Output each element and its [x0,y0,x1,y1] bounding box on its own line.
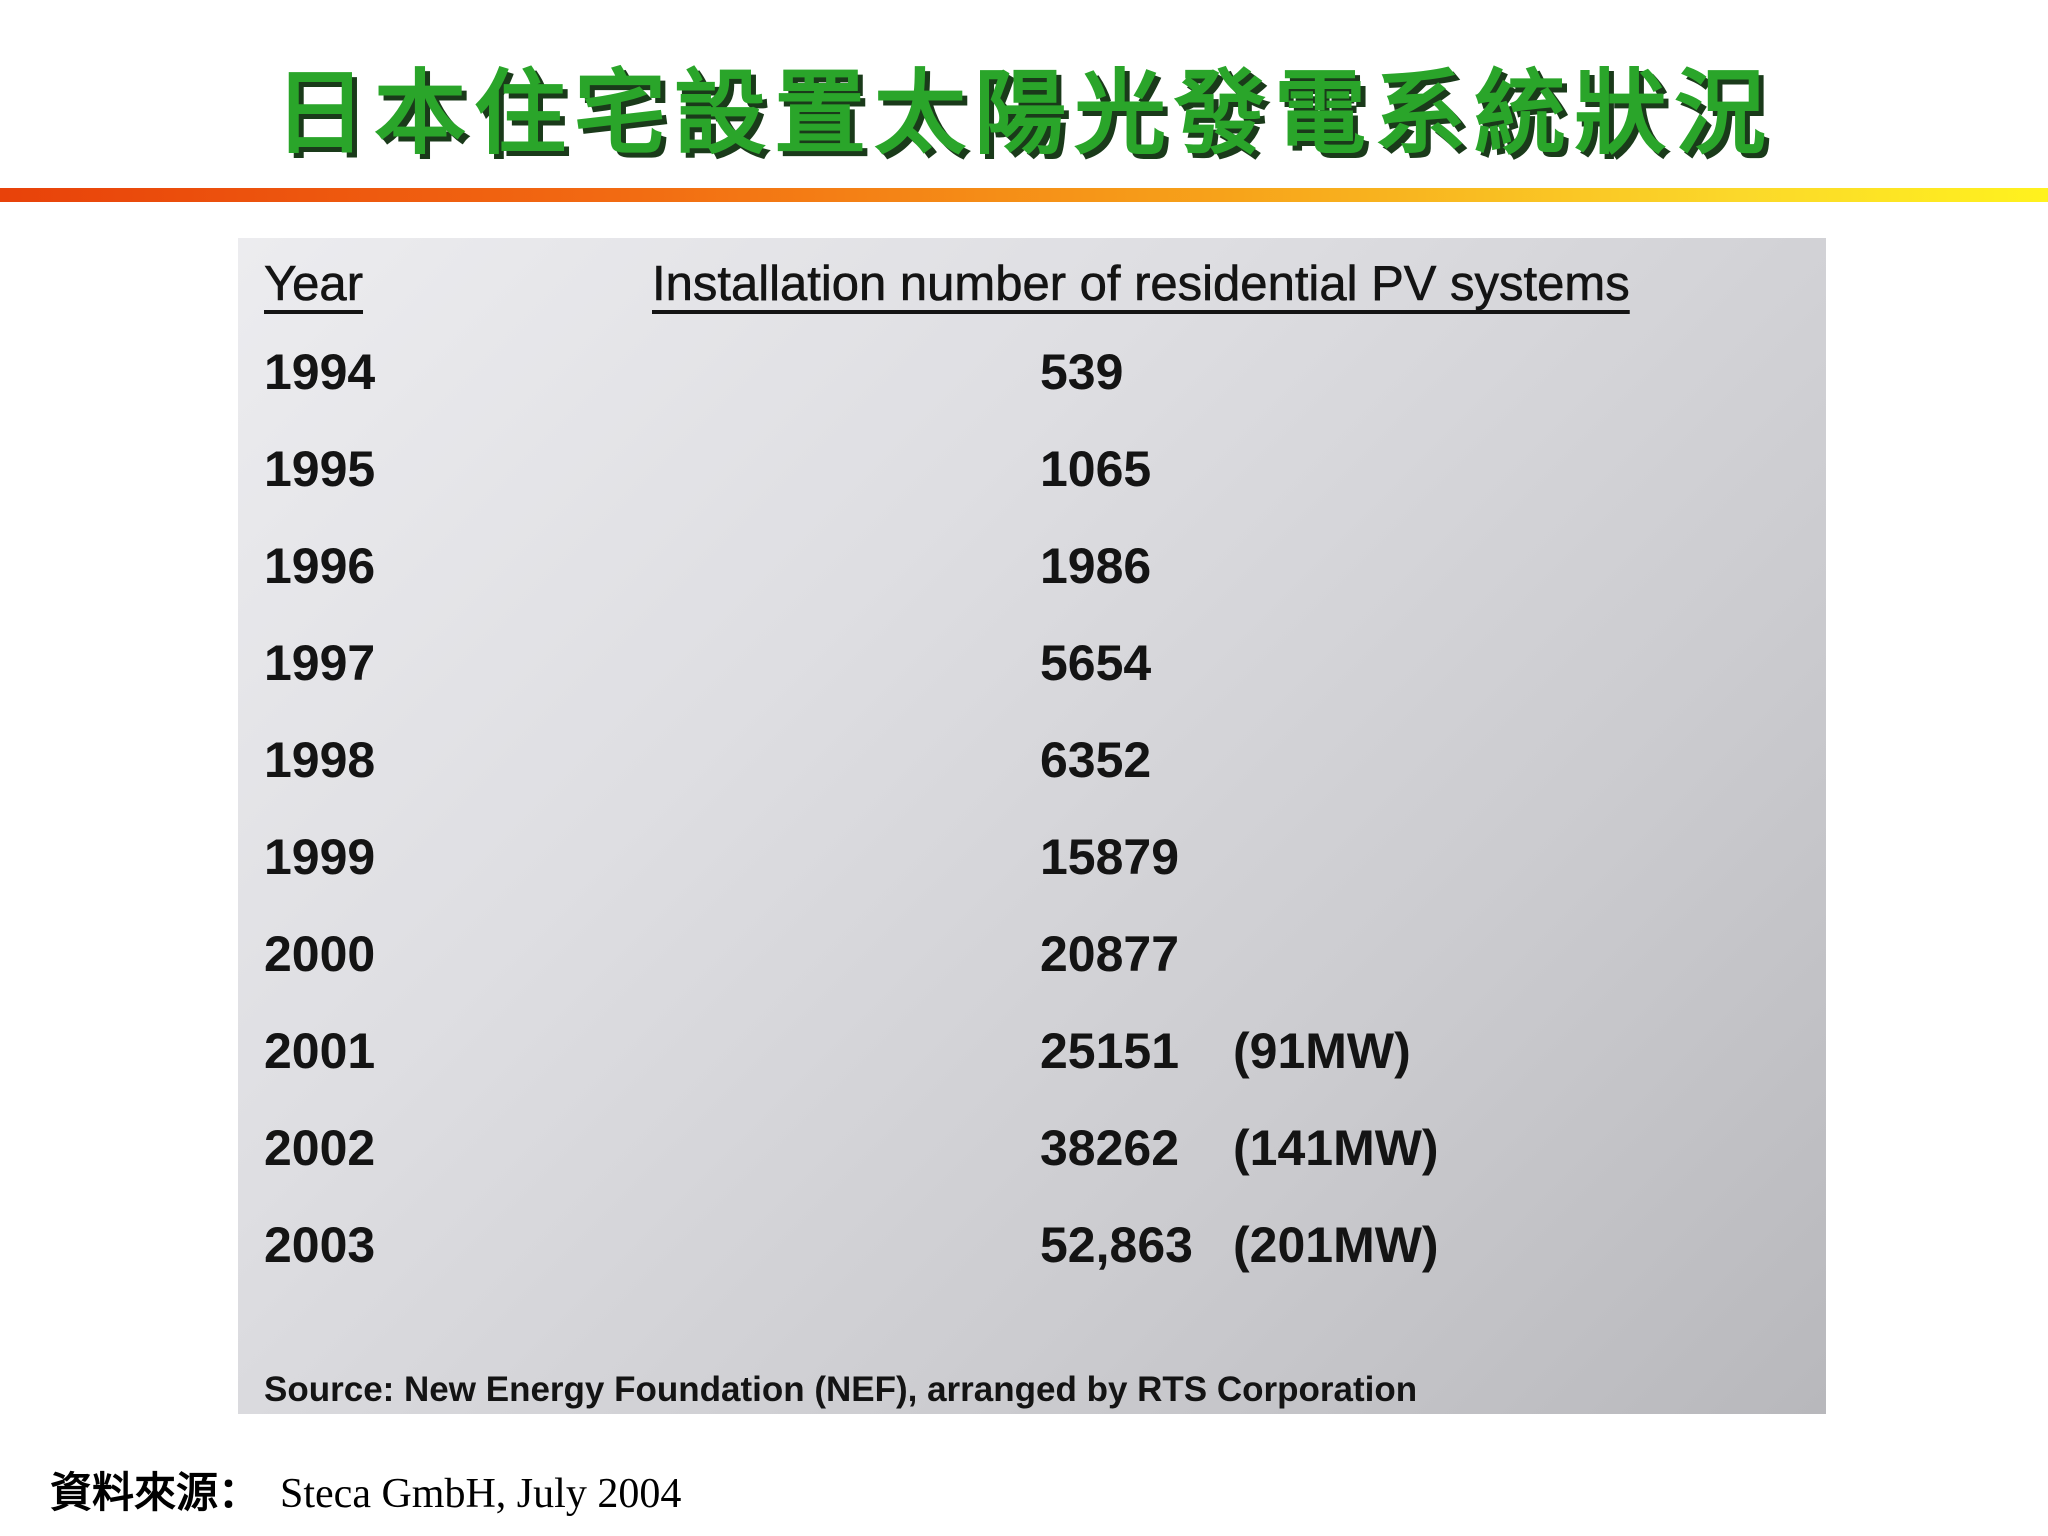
cell-year: 1997 [264,635,376,691]
header-year: Year [264,257,364,312]
cell-capacity: (91MW) [1233,1023,1411,1079]
title-divider [0,188,2048,202]
cell-year: 2001 [264,1023,376,1079]
cell-count: 38262 [1040,1120,1180,1176]
cell-year: 1995 [264,441,376,497]
footer-source: 資料來源： Steca GmbH, July 2004 [50,1471,682,1517]
cell-year: 1998 [264,732,376,788]
cell-year: 2000 [264,926,376,982]
cell-capacity: (201MW) [1233,1217,1439,1273]
table-row: 2003 52,863 (201MW) [238,1197,1826,1294]
cell-year: 1994 [264,344,376,400]
cell-count: 6352 [1040,732,1152,788]
cell-year: 2002 [264,1120,376,1176]
cell-count: 5654 [1040,635,1152,691]
cell-count: 20877 [1040,926,1180,982]
pv-installation-table: Year Installation number of residential … [238,238,1826,1414]
cell-year: 2003 [264,1217,376,1273]
cell-count: 1065 [1040,441,1152,497]
cell-year: 1996 [264,538,376,594]
cell-year: 1999 [264,829,376,885]
footer-source-text: Steca GmbH, July 2004 [280,1471,682,1517]
cell-count: 1986 [1040,538,1152,594]
table-row: 1995 1065 [238,421,1826,518]
table-row: 1999 15879 [238,809,1826,906]
cell-count: 15879 [1040,829,1180,885]
cell-count: 25151 [1040,1023,1180,1079]
table-row: 1997 5654 [238,615,1826,712]
table-row: 2001 25151 (91MW) [238,1003,1826,1100]
table-row: 2002 38262 (141MW) [238,1100,1826,1197]
header-installation-count: Installation number of residential PV sy… [652,257,1630,312]
table-row: 1998 6352 [238,712,1826,809]
footer-source-label: 資料來源： [50,1468,261,1517]
slide-title: 日本住宅設置太陽光發電系統狀況 [273,60,1774,167]
table-source-note: Source: New Energy Foundation (NEF), arr… [264,1370,1418,1409]
table-row: 2000 20877 [238,906,1826,1003]
cell-capacity: (141MW) [1233,1120,1439,1176]
table-row: 1994 539 [238,324,1826,421]
cell-count: 539 [1040,344,1124,400]
table-row: 1996 1986 [238,518,1826,615]
cell-count: 52,863 [1040,1217,1193,1273]
